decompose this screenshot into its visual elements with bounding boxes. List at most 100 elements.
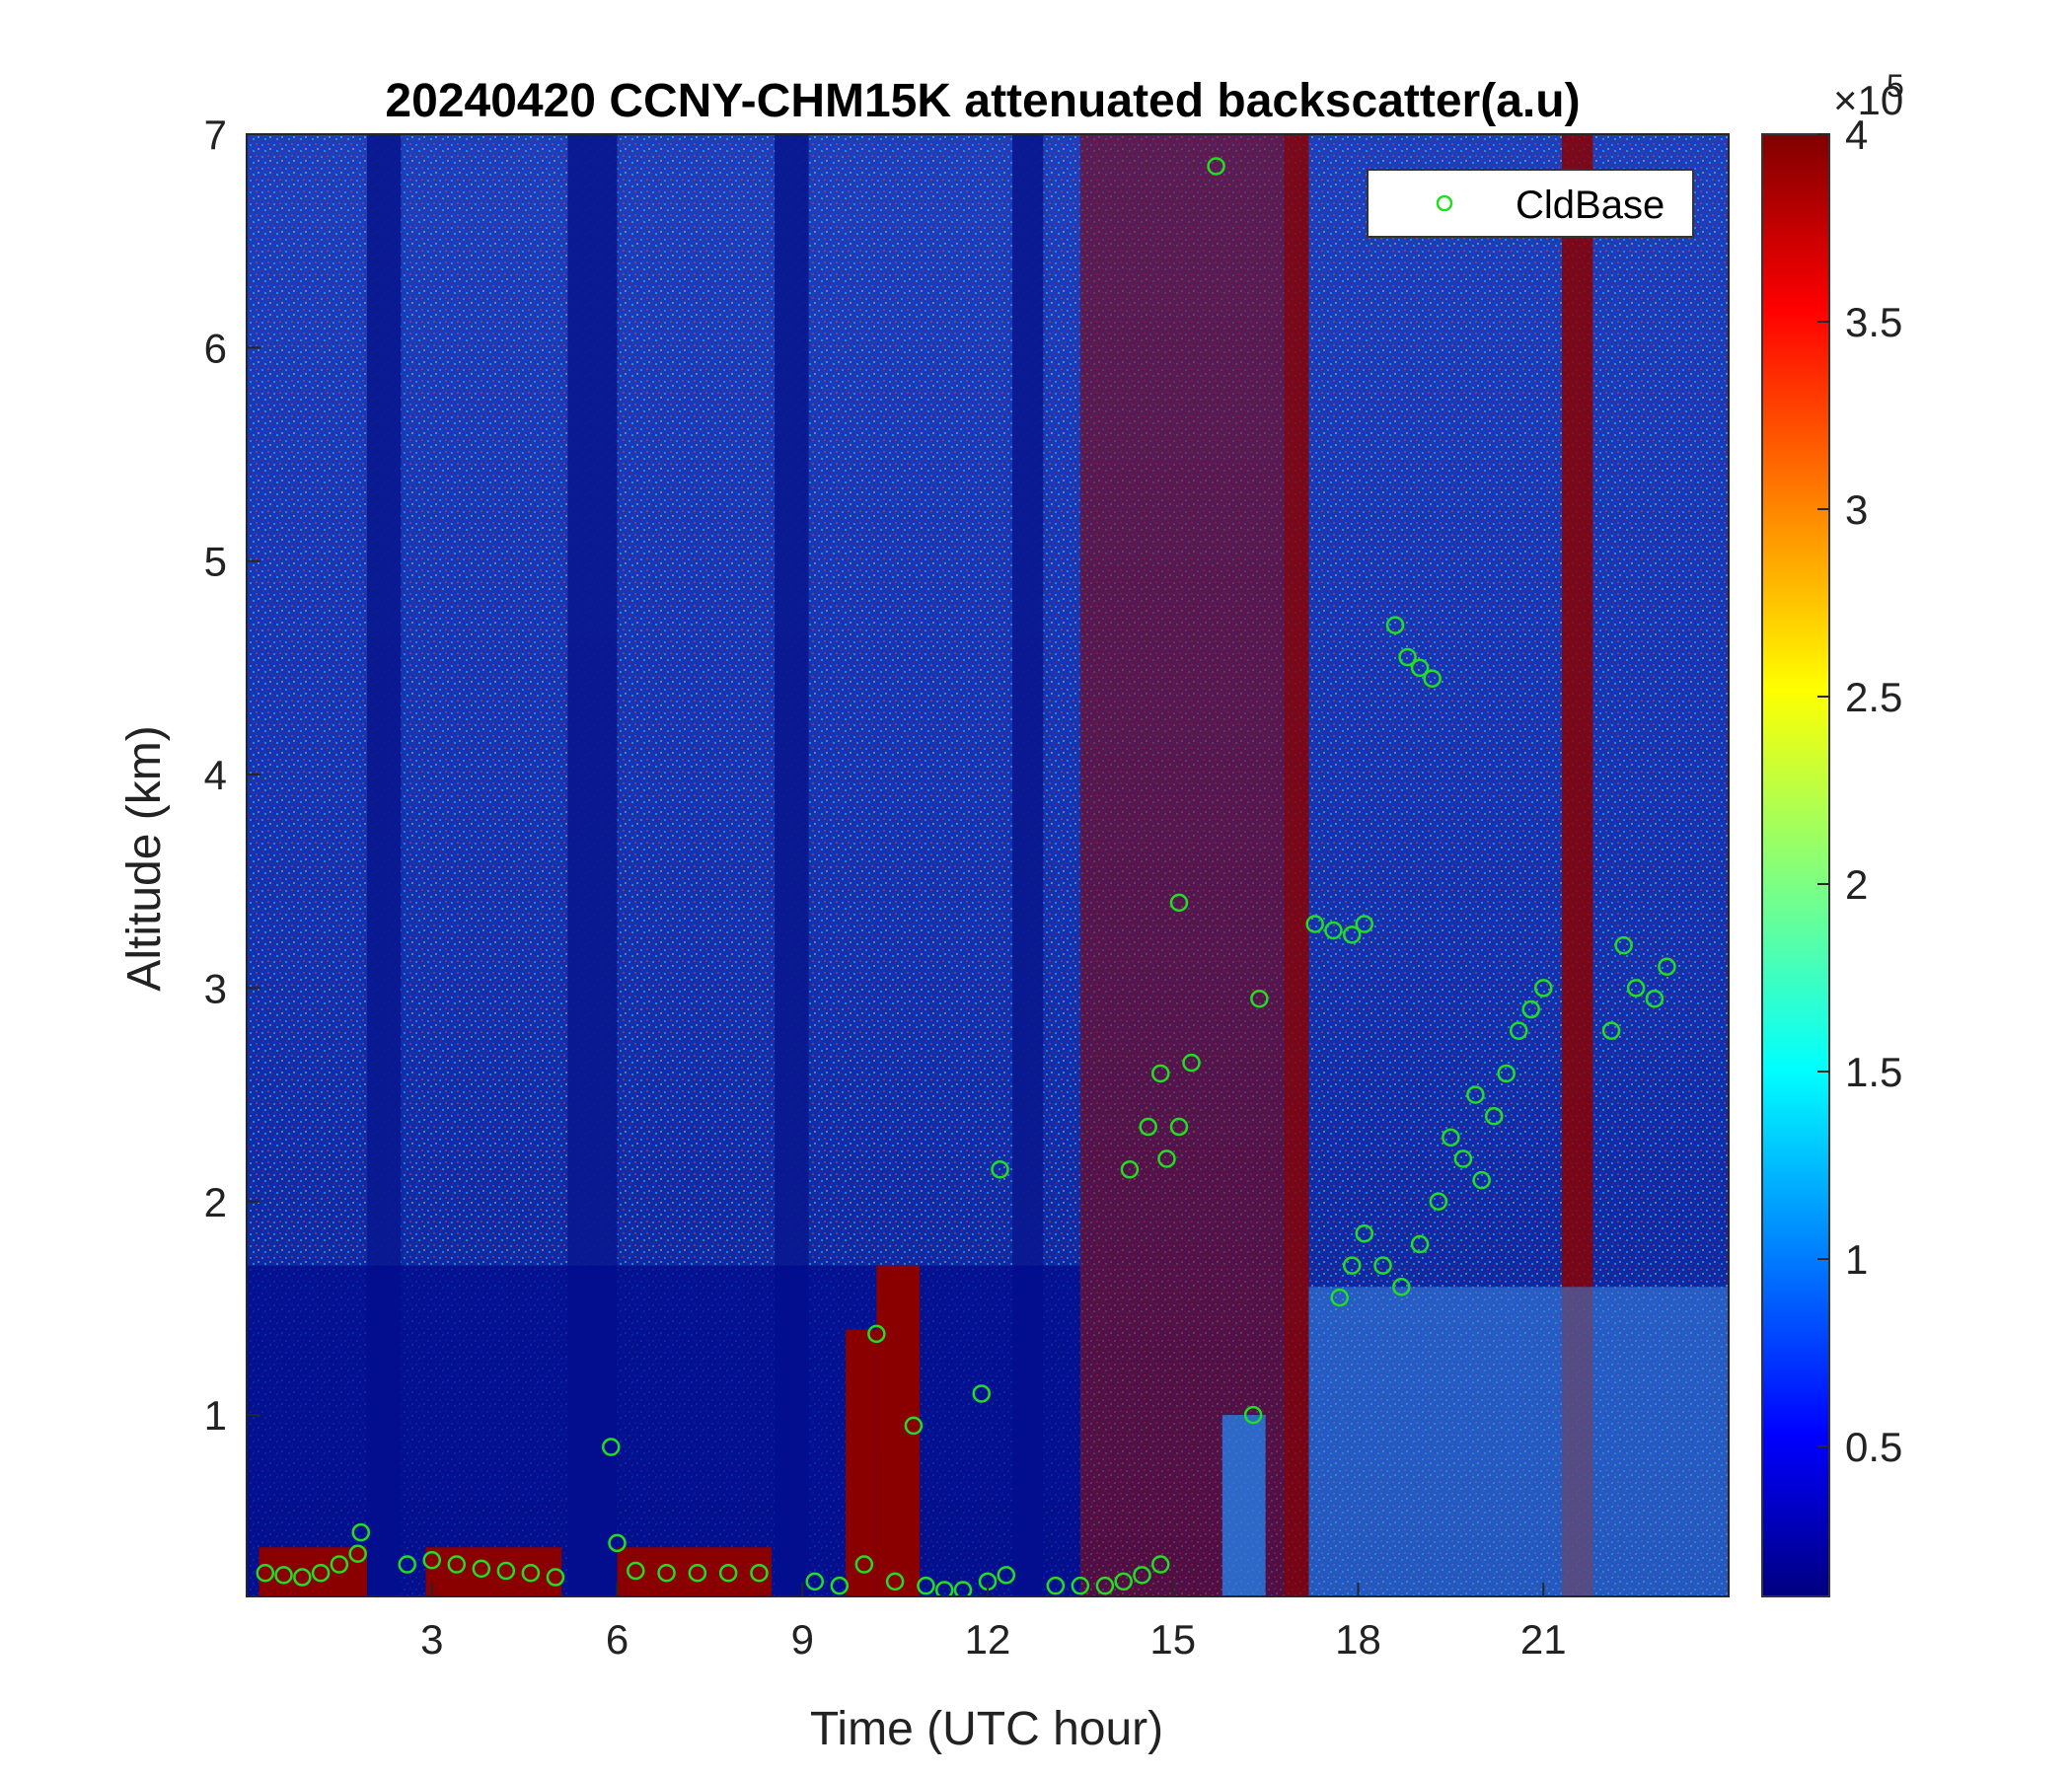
cldbase-point bbox=[1182, 1053, 1201, 1073]
cldbase-point bbox=[885, 1572, 905, 1591]
cldbase-point bbox=[521, 1563, 541, 1583]
cldbase-point bbox=[1169, 893, 1189, 913]
cldbase-point bbox=[1509, 1021, 1528, 1040]
cldbase-point bbox=[1133, 1566, 1151, 1585]
cldbase-point bbox=[972, 1384, 991, 1403]
cldbase-point bbox=[1095, 1576, 1115, 1595]
cldbase-point bbox=[830, 1576, 850, 1595]
cldbase-point bbox=[422, 1550, 441, 1570]
cldbase-point bbox=[1601, 1021, 1621, 1040]
heatmap-bright-column bbox=[1221, 1415, 1266, 1596]
cldbase-point bbox=[1472, 1170, 1491, 1190]
colorbar-tick-label: 1 bbox=[1845, 1236, 1868, 1283]
plot-area bbox=[246, 133, 1730, 1597]
heatmap-boundary-layer bbox=[247, 1265, 1080, 1596]
cldbase-point bbox=[1534, 979, 1553, 998]
heatmap-saturated-band bbox=[1079, 134, 1285, 1596]
heatmap-surface-layer bbox=[876, 1265, 921, 1596]
legend-marker bbox=[1436, 194, 1453, 212]
x-tick-label: 9 bbox=[791, 1616, 814, 1663]
cldbase-point bbox=[1521, 999, 1540, 1019]
cldbase-point bbox=[1355, 1223, 1374, 1243]
x-tick-label: 3 bbox=[420, 1616, 443, 1663]
cldbase-point bbox=[1305, 915, 1324, 933]
colorbar-tick-label: 4 bbox=[1845, 111, 1868, 158]
heatmap-surface-layer bbox=[425, 1547, 562, 1596]
colorbar-scale bbox=[1761, 133, 1830, 1597]
y-tick-label: 5 bbox=[204, 539, 227, 585]
cldbase-point bbox=[1114, 1572, 1133, 1591]
cldbase-point bbox=[1169, 1117, 1189, 1137]
colorbar: ×10 5 0.5 1 1.5 2 2.5 3 3.5 4 bbox=[1761, 68, 1904, 1597]
cldbase-point bbox=[953, 1581, 973, 1596]
cldbase-point bbox=[1398, 647, 1417, 667]
legend-box bbox=[1367, 169, 1694, 238]
cldbase-point bbox=[854, 1555, 874, 1574]
cldbase-point bbox=[398, 1555, 416, 1574]
cldbase-point bbox=[934, 1581, 954, 1596]
cldbase-point bbox=[1150, 1064, 1170, 1083]
cldbase-point bbox=[330, 1555, 349, 1574]
cldbase-point bbox=[1324, 921, 1343, 940]
cldbase-point bbox=[657, 1563, 676, 1583]
cldbase-point bbox=[1429, 1192, 1448, 1212]
heatmap-saturated-band bbox=[1284, 134, 1309, 1596]
cldbase-point bbox=[1484, 1106, 1504, 1126]
colorbar-tick-label: 1.5 bbox=[1845, 1049, 1902, 1095]
colorbar-tick-label: 3.5 bbox=[1845, 299, 1902, 345]
cldbase-point bbox=[348, 1544, 367, 1563]
cldbase-point bbox=[601, 1438, 621, 1456]
colorbar-tick-label: 2.5 bbox=[1845, 674, 1902, 720]
cldbase-series bbox=[256, 157, 1676, 1596]
cldbase-point bbox=[805, 1572, 825, 1591]
colorbar-ticks: 0.5 1 1.5 2 2.5 3 3.5 4 bbox=[1817, 111, 1902, 1470]
cldbase-point bbox=[1423, 669, 1442, 688]
cldbase-point bbox=[1385, 616, 1405, 634]
cldbase-point bbox=[1410, 658, 1430, 678]
heatmap-surface-layer bbox=[617, 1547, 772, 1596]
colorbar-tick-label: 2 bbox=[1845, 861, 1868, 908]
cldbase-point bbox=[1645, 989, 1665, 1008]
cldbase-point bbox=[1453, 1149, 1473, 1168]
colorbar-exponent: 5 bbox=[1887, 68, 1904, 104]
colorbar-exponent-base: ×10 bbox=[1833, 77, 1903, 123]
y-tick-label: 2 bbox=[204, 1179, 227, 1225]
cldbase-point bbox=[917, 1576, 935, 1595]
cldbase-point bbox=[904, 1416, 924, 1436]
y-tick-label: 6 bbox=[204, 325, 227, 371]
cldbase-point bbox=[1342, 1256, 1362, 1275]
cldbase-point bbox=[991, 1160, 1009, 1179]
cldbase-point bbox=[1497, 1064, 1516, 1083]
cldbase-point bbox=[1658, 957, 1676, 977]
cldbase-point bbox=[274, 1566, 293, 1585]
cldbase-point bbox=[867, 1324, 886, 1344]
y-tick-label: 3 bbox=[204, 965, 227, 1011]
cldbase-point bbox=[608, 1533, 627, 1553]
colorbar-tick-label: 0.5 bbox=[1845, 1424, 1902, 1470]
chart-title: 20240420 CCNY-CHM15K attenuated backscat… bbox=[385, 75, 1580, 127]
cldbase-point bbox=[718, 1563, 738, 1583]
cldbase-point bbox=[1157, 1149, 1176, 1168]
cldbase-point bbox=[472, 1559, 491, 1579]
cldbase-point bbox=[256, 1563, 275, 1583]
cldbase-point bbox=[1207, 157, 1225, 176]
x-tick-label: 12 bbox=[965, 1616, 1011, 1663]
cldbase-point bbox=[688, 1563, 707, 1583]
y-tick-label: 4 bbox=[204, 752, 227, 798]
y-tick-label: 1 bbox=[204, 1392, 227, 1439]
cldbase-point bbox=[1046, 1576, 1066, 1595]
cldbase-point bbox=[750, 1563, 769, 1583]
x-tick-label: 6 bbox=[606, 1616, 629, 1663]
cldbase-point bbox=[1626, 979, 1646, 998]
x-tick-label: 21 bbox=[1520, 1616, 1567, 1663]
legend-entry-cldbase: CldBase bbox=[1516, 184, 1665, 227]
cldbase-point bbox=[1614, 935, 1633, 955]
colorbar-tick-label: 3 bbox=[1845, 486, 1868, 533]
cldbase-point bbox=[1342, 925, 1362, 944]
cldbase-point bbox=[1373, 1256, 1392, 1275]
cldbase-point bbox=[1250, 989, 1269, 1008]
heatmap-afternoon-layer bbox=[1308, 1287, 1729, 1596]
cldbase-point bbox=[447, 1555, 467, 1574]
cldbase-point bbox=[293, 1568, 312, 1587]
cldbase-point bbox=[311, 1563, 331, 1583]
